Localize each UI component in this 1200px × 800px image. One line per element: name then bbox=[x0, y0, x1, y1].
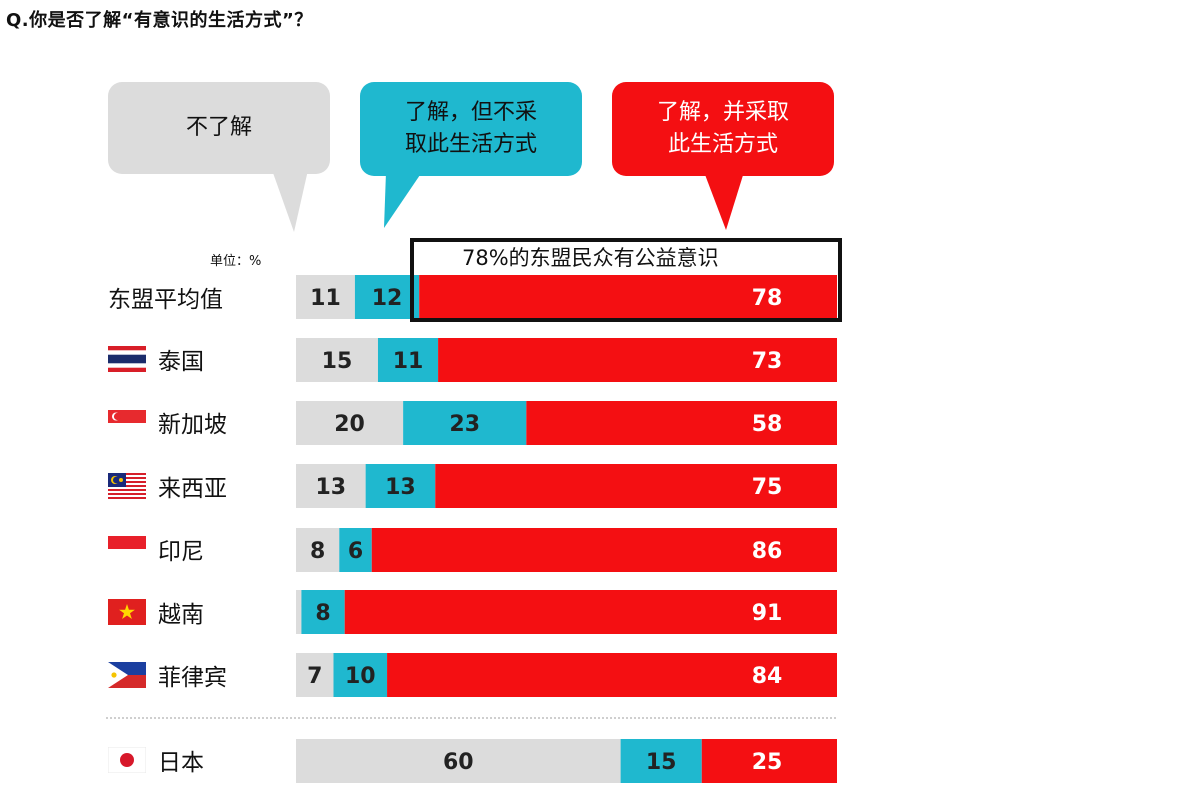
bar-segment bbox=[296, 590, 302, 634]
bar-segment bbox=[296, 275, 355, 319]
legend-label-aware-not-adopt: 了解，但不采 取此生活方式 bbox=[404, 100, 537, 157]
bar-segment bbox=[296, 338, 378, 382]
callout-box bbox=[410, 238, 842, 322]
question-title: Q.你是否了解“有意识的生活方式”？ bbox=[6, 10, 313, 31]
bar-segment bbox=[620, 739, 702, 783]
row-label-philippines: 菲律宾 bbox=[158, 665, 227, 691]
bar-value-label: 10 bbox=[345, 664, 376, 689]
row-label-vietnam: 越南 bbox=[158, 602, 204, 628]
bar-segment bbox=[377, 338, 439, 382]
legend-label-aware-adopt: 了解，并采取 此生活方式 bbox=[656, 100, 789, 157]
row-label-thailand: 泰国 bbox=[158, 349, 204, 375]
unit-label: 单位：% bbox=[210, 254, 262, 269]
legend-tail-red bbox=[704, 172, 744, 230]
bar-value-label: 8 bbox=[315, 601, 330, 626]
bar-value-label: 75 bbox=[752, 475, 783, 500]
bar-value-label: 15 bbox=[646, 750, 677, 775]
bar-value-label: 12 bbox=[372, 286, 403, 311]
bar-value-label: 11 bbox=[310, 286, 341, 311]
legend-tail-gray bbox=[272, 170, 308, 232]
bar-segment bbox=[354, 275, 420, 319]
legend-tail-teal bbox=[384, 172, 422, 228]
bar-value-label: 91 bbox=[752, 601, 783, 626]
callout-text: 78%的东盟民众有公益意识 bbox=[460, 242, 721, 272]
bar-segment bbox=[701, 739, 837, 783]
row-label-asean-average: 东盟平均值 bbox=[108, 287, 223, 313]
bar-value-label: 13 bbox=[316, 475, 347, 500]
bar-segment bbox=[403, 401, 527, 445]
bar-value-label: 84 bbox=[752, 664, 783, 689]
bar-value-label: 11 bbox=[393, 349, 424, 374]
vietnam-flag-icon bbox=[108, 599, 146, 625]
bar-segment bbox=[419, 275, 837, 319]
bar-segment bbox=[387, 653, 837, 697]
malaysia-flag-icon bbox=[108, 473, 146, 499]
bar-segment bbox=[438, 338, 837, 382]
bar-segment bbox=[296, 653, 334, 697]
legend-bubble-aware-adopt: 了解，并采取 此生活方式 bbox=[612, 82, 834, 176]
bar-value-label: 7 bbox=[307, 664, 322, 689]
bar-value-label: 86 bbox=[752, 539, 783, 564]
bar-value-label: 6 bbox=[348, 539, 363, 564]
legend-bubble-aware-not-adopt: 了解，但不采 取此生活方式 bbox=[360, 82, 582, 176]
row-label-malaysia: 来西亚 bbox=[158, 476, 227, 502]
bar-segment bbox=[365, 464, 436, 508]
philippines-flag-icon bbox=[108, 662, 146, 688]
bar-segment bbox=[296, 464, 366, 508]
bar-segment bbox=[301, 590, 345, 634]
bar-segment bbox=[333, 653, 388, 697]
thailand-flag-icon bbox=[108, 346, 146, 372]
bar-value-label: 8 bbox=[310, 539, 325, 564]
bar-segment bbox=[296, 401, 404, 445]
bar-value-label: 13 bbox=[385, 475, 416, 500]
bar-segment bbox=[339, 528, 372, 572]
bar-segment bbox=[371, 528, 837, 572]
bar-value-label: 73 bbox=[752, 349, 783, 374]
legend-label-not-aware: 不了解 bbox=[185, 115, 252, 140]
singapore-flag-icon bbox=[108, 410, 146, 436]
bar-value-label: 23 bbox=[449, 412, 480, 437]
bar-segment bbox=[344, 590, 837, 634]
japan-flag-icon bbox=[108, 747, 146, 773]
bar-value-label: 60 bbox=[443, 750, 474, 775]
row-label-japan: 日本 bbox=[158, 750, 204, 776]
bar-value-label: 15 bbox=[322, 349, 353, 374]
separator-line bbox=[106, 717, 836, 719]
bar-value-label: 25 bbox=[752, 750, 783, 775]
indonesia-flag-icon bbox=[108, 536, 146, 562]
bar-value-label: 58 bbox=[752, 412, 783, 437]
row-label-singapore: 新加坡 bbox=[158, 412, 227, 438]
bar-segment bbox=[435, 464, 837, 508]
bar-segment bbox=[526, 401, 837, 445]
bar-segment bbox=[296, 528, 340, 572]
bar-value-label: 78 bbox=[752, 286, 783, 311]
bar-segment bbox=[296, 739, 621, 783]
legend-bubble-not-aware: 不了解 bbox=[108, 82, 330, 174]
row-label-indonesia: 印尼 bbox=[158, 539, 204, 565]
bar-value-label: 20 bbox=[334, 412, 365, 437]
